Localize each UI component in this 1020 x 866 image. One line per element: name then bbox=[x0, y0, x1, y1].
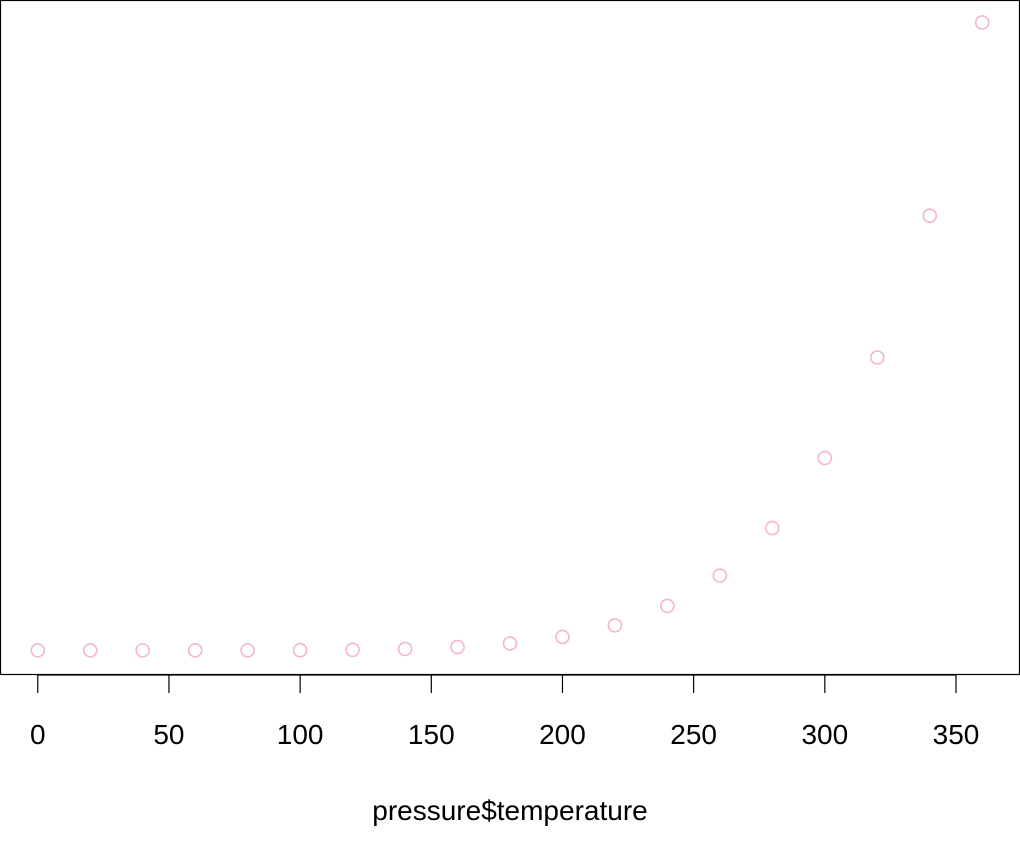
data-point bbox=[450, 639, 465, 655]
x-tick-label: 0 bbox=[30, 719, 46, 750]
data-point bbox=[607, 618, 623, 633]
data-point bbox=[135, 643, 151, 658]
data-point bbox=[765, 520, 780, 536]
x-tick-label: 250 bbox=[670, 719, 717, 750]
data-point bbox=[502, 636, 518, 651]
plot-box bbox=[0, 0, 1020, 676]
data-points bbox=[30, 15, 990, 658]
data-point bbox=[292, 642, 308, 658]
data-point bbox=[712, 568, 728, 583]
data-point bbox=[555, 629, 570, 645]
x-tick-label: 200 bbox=[539, 719, 586, 750]
x-axis-ticks: 0 50 100 150 200 250 300 350 bbox=[30, 675, 979, 750]
x-tick-label: 300 bbox=[801, 719, 848, 750]
data-point bbox=[345, 642, 360, 658]
data-point bbox=[922, 208, 938, 223]
x-tick-label: 100 bbox=[277, 719, 324, 750]
data-point bbox=[82, 643, 98, 658]
data-point bbox=[30, 643, 46, 658]
data-point bbox=[974, 15, 990, 30]
data-point bbox=[240, 643, 255, 658]
data-point bbox=[660, 598, 675, 614]
x-tick-label: 50 bbox=[153, 719, 184, 750]
data-point bbox=[817, 450, 833, 466]
data-point bbox=[869, 350, 885, 365]
data-point bbox=[187, 643, 203, 658]
x-axis-label: pressure$temperature bbox=[372, 795, 647, 826]
x-tick-label: 350 bbox=[933, 719, 980, 750]
x-tick-label: 150 bbox=[408, 719, 455, 750]
data-point bbox=[397, 641, 413, 657]
